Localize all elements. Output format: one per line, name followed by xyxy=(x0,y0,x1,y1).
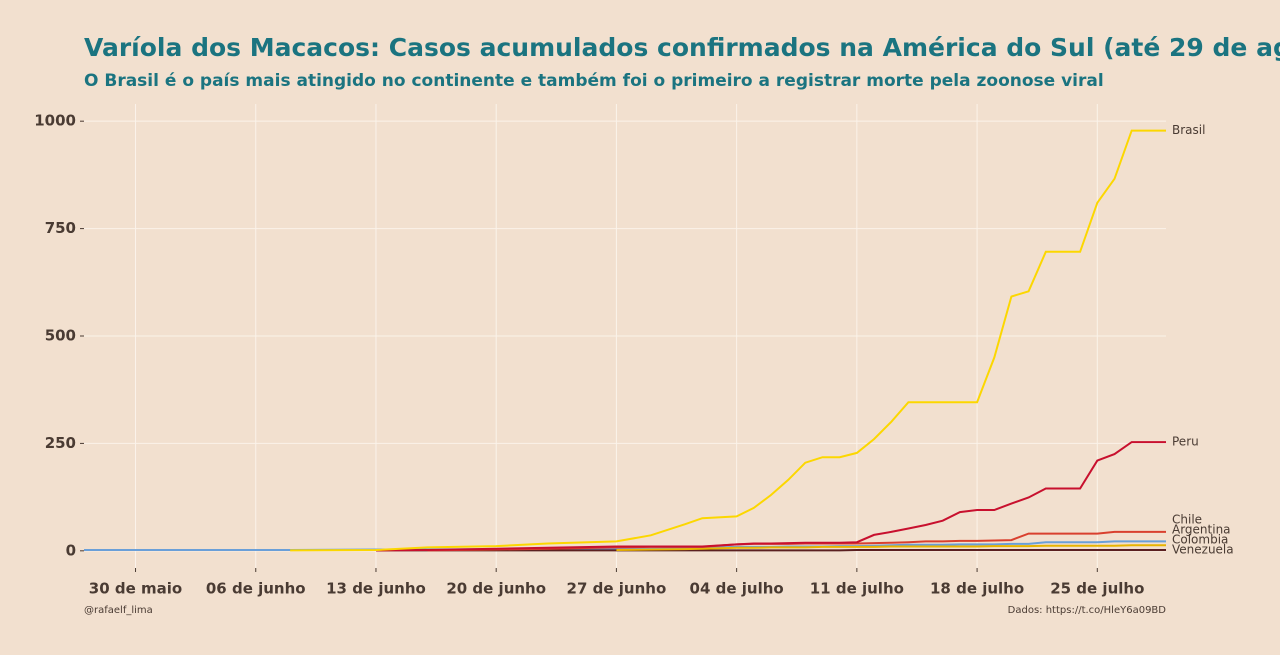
series-label: Peru xyxy=(1172,435,1199,449)
chart-title: Varíola dos Macacos: Casos acumulados co… xyxy=(84,33,1280,62)
x-tick-label: 06 de junho xyxy=(206,580,306,598)
x-tick-label: 18 de julho xyxy=(930,580,1024,598)
caption-right: Dados: https://t.co/HleY6a09BD xyxy=(1008,605,1167,616)
y-tick-label: 750 xyxy=(45,219,76,237)
caption-left: @rafaelf_lima xyxy=(84,605,153,616)
x-tick-label: 27 de junho xyxy=(567,580,667,598)
x-tick-label: 04 de julho xyxy=(690,580,784,598)
x-tick-label: 20 de junho xyxy=(446,580,546,598)
y-tick-label: 500 xyxy=(45,327,76,345)
y-tick-label: 1000 xyxy=(34,112,76,130)
series-label: Venezuela xyxy=(1172,542,1234,556)
series-line xyxy=(616,544,1166,551)
y-tick-label: 0 xyxy=(66,541,76,559)
x-tick-label: 11 de julho xyxy=(810,580,904,598)
series-label: Chile xyxy=(1172,512,1202,526)
chart-subtitle: O Brasil é o país mais atingido no conti… xyxy=(84,71,1104,91)
x-tick-label: 25 de julho xyxy=(1050,580,1144,598)
series-label: Colombia xyxy=(1172,532,1228,546)
x-tick-label: 13 de junho xyxy=(326,580,426,598)
series-line xyxy=(290,129,1166,552)
y-tick-label: 250 xyxy=(45,434,76,452)
series-line xyxy=(375,441,1166,552)
series-label: Argentina xyxy=(1172,522,1231,536)
series-label: Brasil xyxy=(1172,123,1205,137)
x-tick-label: 30 de maio xyxy=(89,580,182,598)
